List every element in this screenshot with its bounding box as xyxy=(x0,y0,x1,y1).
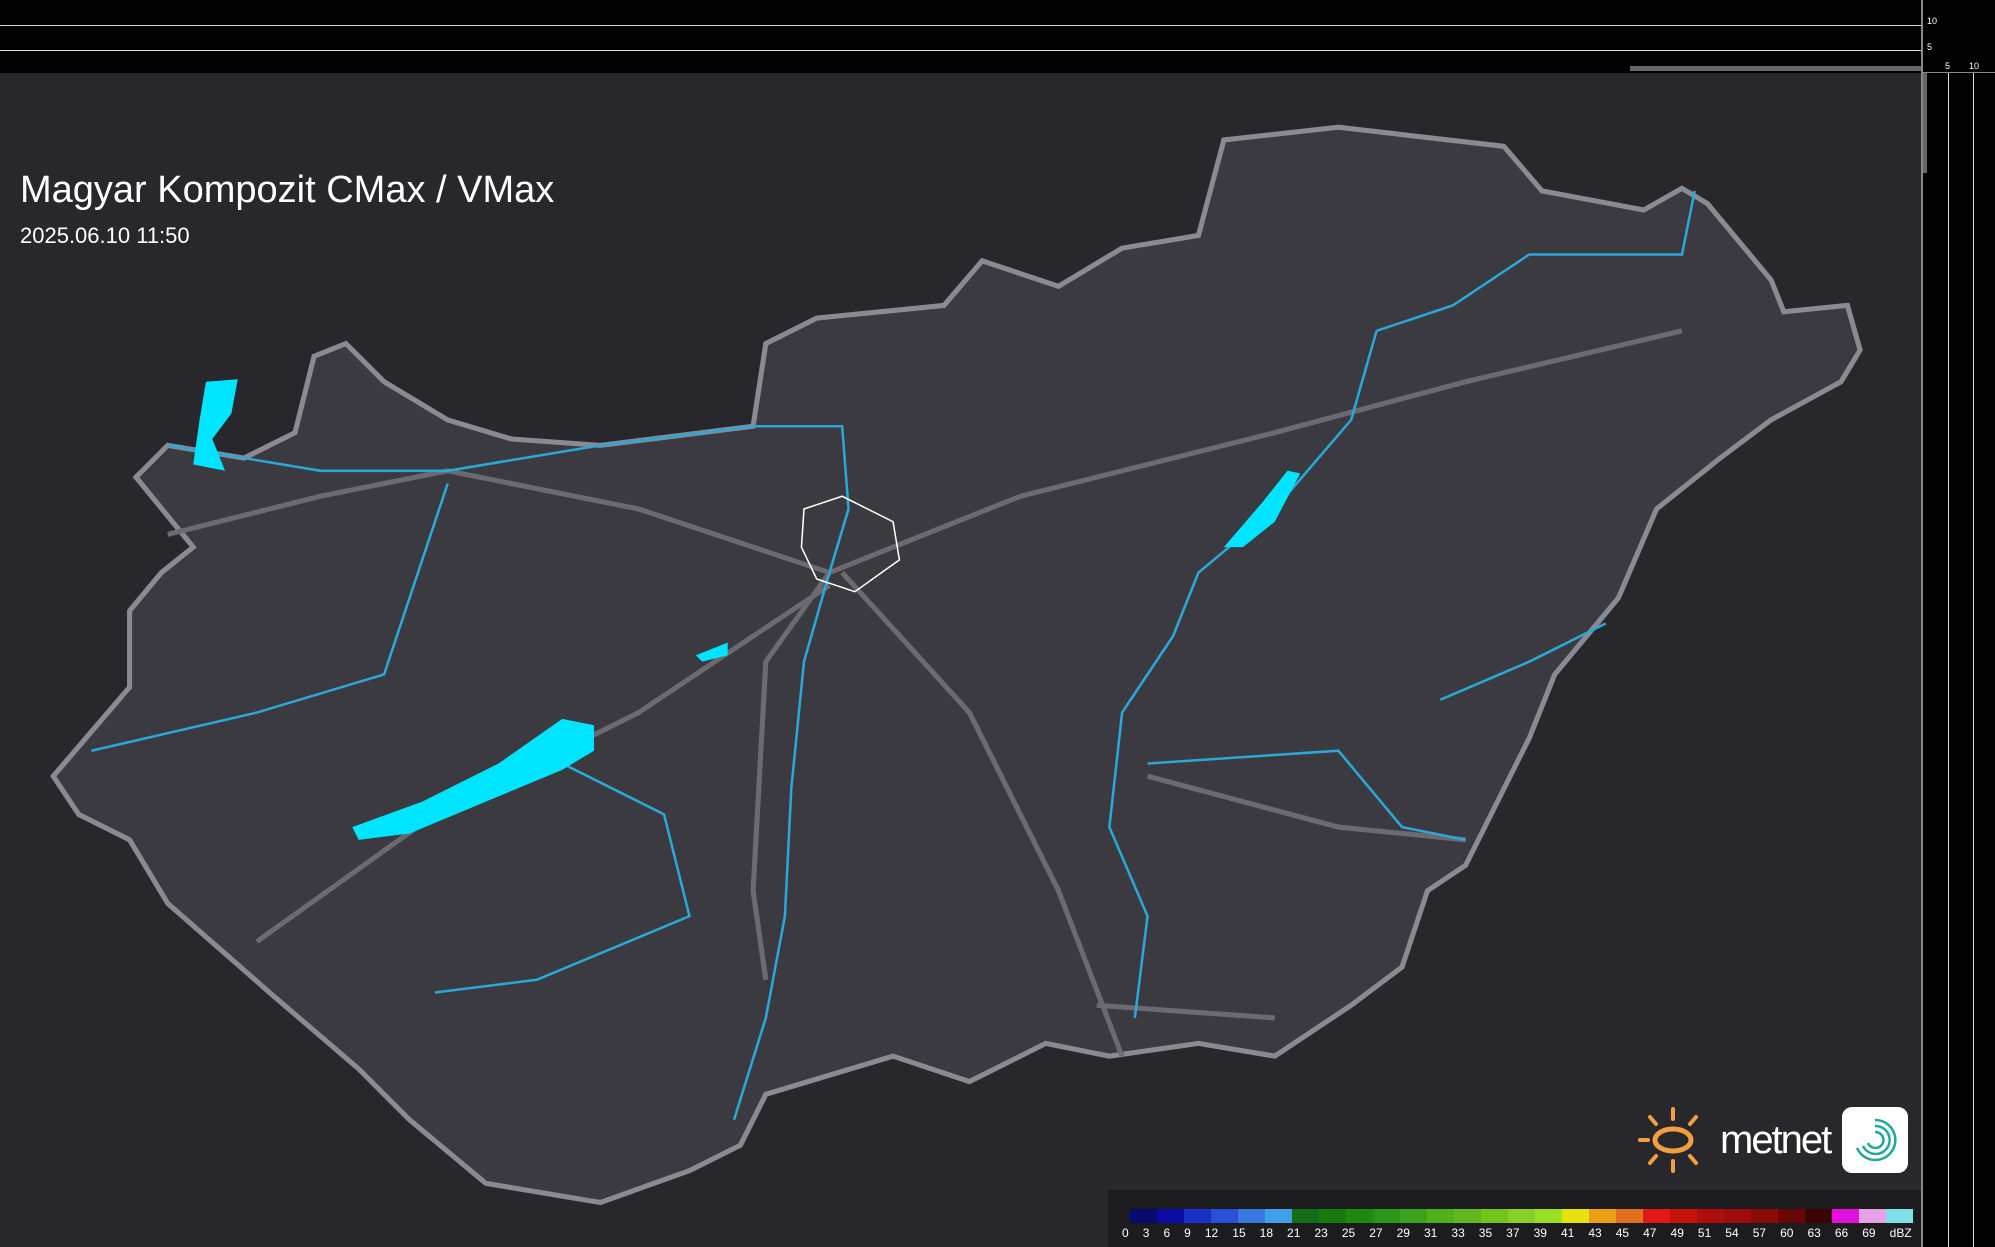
color-scale-labels: 0 3 6 9 12 15 18 21 23 25 27 29 31 33 35 37 39 41 43 45 47 49… xyxy=(1122,1226,1912,1240)
color-swatch xyxy=(1643,1209,1670,1223)
scale-label: dBZ xyxy=(1889,1226,1912,1240)
scale-label: 23 xyxy=(1314,1226,1328,1240)
color-swatch xyxy=(1292,1209,1319,1223)
scale-label: 9 xyxy=(1184,1226,1191,1240)
color-swatch xyxy=(1508,1209,1535,1223)
scale-label: 21 xyxy=(1287,1226,1301,1240)
color-swatch xyxy=(1562,1209,1589,1223)
color-swatch xyxy=(1319,1209,1346,1223)
scale-label: 47 xyxy=(1643,1226,1657,1240)
scale-label: 18 xyxy=(1259,1226,1274,1240)
scale-label: 69 xyxy=(1862,1226,1876,1240)
color-swatch xyxy=(1697,1209,1724,1223)
scale-label: 35 xyxy=(1478,1226,1493,1240)
color-swatch xyxy=(1778,1209,1805,1223)
color-swatch xyxy=(1184,1209,1211,1223)
scale-label: 33 xyxy=(1451,1226,1465,1240)
color-swatch xyxy=(1211,1209,1238,1223)
top-profile-panel xyxy=(0,0,1921,73)
lake-ferto xyxy=(193,379,238,471)
tick-label: 5 xyxy=(1927,42,1933,52)
color-swatch xyxy=(1670,1209,1697,1223)
scale-label: 31 xyxy=(1424,1226,1438,1240)
color-swatch xyxy=(1373,1209,1400,1223)
scale-label: 29 xyxy=(1396,1226,1410,1240)
lakes xyxy=(193,379,1301,840)
metnet-logo: metnet xyxy=(1638,1105,1909,1175)
lake-balaton xyxy=(352,718,595,840)
color-swatch xyxy=(1481,1209,1508,1223)
radar-map[interactable]: Magyar Kompozit CMax / VMax 2025.06.10 1… xyxy=(0,73,1921,1247)
color-swatch xyxy=(1535,1209,1562,1223)
scale-label: 41 xyxy=(1560,1226,1575,1240)
scale-label: 49 xyxy=(1670,1226,1684,1240)
color-scale-bar xyxy=(1130,1209,1913,1223)
tick-label: 5 xyxy=(1945,61,1951,71)
color-swatch xyxy=(1265,1209,1292,1223)
color-swatch xyxy=(1400,1209,1427,1223)
color-swatch xyxy=(1346,1209,1373,1223)
color-swatch xyxy=(1238,1209,1265,1223)
map-title: Magyar Kompozit CMax / VMax xyxy=(20,169,555,211)
color-swatch xyxy=(1859,1209,1886,1223)
color-swatch xyxy=(1616,1209,1643,1223)
gridline-10 xyxy=(0,25,1921,26)
lake-tisza xyxy=(1223,470,1301,548)
hungary-country xyxy=(50,124,1863,1206)
color-swatch xyxy=(1724,1209,1751,1223)
profile-bar xyxy=(1630,66,1921,71)
color-swatch xyxy=(1589,1209,1616,1223)
gridline-5 xyxy=(0,50,1921,51)
gridline-10 xyxy=(1973,73,1974,1247)
scale-label: 54 xyxy=(1725,1226,1739,1240)
color-swatch xyxy=(1130,1209,1157,1223)
color-swatch xyxy=(1886,1209,1913,1223)
scale-label: 27 xyxy=(1369,1226,1383,1240)
budapest-outline xyxy=(800,495,901,593)
color-swatch xyxy=(1832,1209,1859,1223)
sun-logo-icon xyxy=(1638,1107,1698,1173)
color-swatch xyxy=(1157,1209,1184,1223)
scale-label: 12 xyxy=(1204,1226,1219,1240)
right-profile-panel: 10 5 5 10 xyxy=(1921,0,1995,1247)
scale-label: 57 xyxy=(1752,1226,1767,1240)
scale-label: 3 xyxy=(1142,1226,1150,1240)
scale-label: 15 xyxy=(1232,1226,1246,1240)
scale-label: 37 xyxy=(1506,1226,1520,1240)
tick-label: 10 xyxy=(1969,61,1980,71)
gridline-5 xyxy=(1948,73,1949,1247)
tick-label: 10 xyxy=(1927,16,1938,26)
scale-label: 0 xyxy=(1122,1226,1129,1240)
scale-label: 39 xyxy=(1533,1226,1547,1240)
scale-label: 51 xyxy=(1697,1226,1712,1240)
color-swatch xyxy=(1454,1209,1481,1223)
map-datetime: 2025.06.10 11:50 xyxy=(20,223,190,248)
scale-label: 43 xyxy=(1588,1226,1602,1240)
scale-label: 66 xyxy=(1834,1226,1849,1240)
color-swatch xyxy=(1805,1209,1832,1223)
scale-label: 63 xyxy=(1807,1226,1821,1240)
scale-label: 6 xyxy=(1163,1226,1171,1240)
spiral-app-icon xyxy=(1842,1107,1909,1173)
lake-velence xyxy=(695,642,728,662)
color-swatch xyxy=(1751,1209,1778,1223)
hungary-map xyxy=(50,124,1863,1206)
scale-label: 60 xyxy=(1780,1226,1794,1240)
scale-label: 25 xyxy=(1341,1226,1356,1240)
scale-label: 45 xyxy=(1615,1226,1630,1240)
color-swatch xyxy=(1427,1209,1454,1223)
logo-text: metnet xyxy=(1720,1117,1832,1162)
dbz-color-legend: 0 3 6 9 12 15 18 21 23 25 27 29 31 33 35 37 39 41 43 45 47 49… xyxy=(1108,1190,1921,1247)
danube-river xyxy=(167,424,850,1121)
